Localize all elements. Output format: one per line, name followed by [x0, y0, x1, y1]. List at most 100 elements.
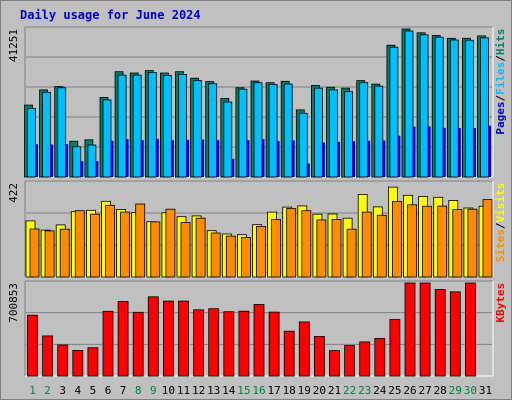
bar-pages-day-29 — [457, 128, 461, 177]
bar-kbytes-day-10 — [162, 300, 174, 377]
bar-pages-day-3 — [65, 144, 69, 177]
y-max-label: 422 — [7, 183, 20, 203]
day-label-14: 14 — [222, 384, 236, 397]
bar-pages-day-14 — [231, 158, 235, 177]
bar-sites-day-12 — [195, 217, 206, 278]
day-label-4: 4 — [74, 384, 81, 397]
bar-kbytes-day-7 — [117, 301, 129, 377]
bar-kbytes-day-2 — [42, 335, 53, 377]
day-label-8: 8 — [135, 384, 142, 397]
bar-sites-day-28 — [437, 205, 448, 278]
bar-files-day-1 — [27, 108, 36, 178]
bar-kbytes-day-28 — [434, 289, 446, 377]
bar-pages-day-16 — [261, 139, 265, 177]
day-label-20: 20 — [313, 384, 326, 397]
bar-pages-day-15 — [246, 140, 250, 177]
legend-pages: Pages — [494, 101, 507, 134]
bar-kbytes-day-26 — [404, 282, 416, 377]
bar-kbytes-day-5 — [87, 347, 99, 377]
day-label-6: 6 — [105, 384, 112, 397]
bar-kbytes-day-17 — [268, 311, 280, 377]
bar-kbytes-day-15 — [238, 310, 250, 377]
day-label-28: 28 — [434, 384, 447, 397]
bar-kbytes-day-11 — [178, 300, 189, 377]
legend-separator: / — [494, 55, 507, 62]
bar-pages-day-17 — [276, 141, 280, 177]
bar-kbytes-day-20 — [313, 335, 325, 377]
day-label-1: 1 — [29, 384, 36, 397]
day-label-26: 26 — [403, 384, 416, 397]
bar-files-day-19 — [298, 112, 308, 178]
day-label-18: 18 — [283, 384, 296, 397]
bar-files-day-23 — [359, 82, 369, 178]
bar-sites-day-18 — [286, 207, 297, 278]
bar-pages-day-10 — [170, 140, 174, 177]
bar-files-day-12 — [193, 80, 203, 178]
bar-pages-day-26 — [412, 126, 416, 177]
legend-files: Files — [494, 62, 507, 95]
bar-sites-day-2 — [44, 230, 55, 278]
bar-kbytes-day-18 — [283, 330, 295, 377]
bar-kbytes-day-30 — [464, 282, 476, 377]
day-label-19: 19 — [298, 384, 311, 397]
bar-files-day-8 — [132, 74, 142, 178]
bar-kbytes-day-16 — [253, 304, 265, 377]
day-label-31: 31 — [479, 384, 492, 397]
bar-files-day-21 — [329, 89, 338, 178]
day-label-23: 23 — [358, 384, 371, 397]
bar-sites-day-8 — [135, 203, 146, 278]
legend-kbytes: KBytes — [494, 283, 507, 323]
bar-sites-day-3 — [59, 228, 70, 278]
bar-files-day-3 — [57, 87, 67, 178]
chart-title: Daily usage for June 2024 — [20, 8, 201, 22]
bar-sites-day-20 — [316, 219, 327, 278]
bar-sites-day-15 — [240, 236, 251, 278]
bar-files-day-11 — [178, 74, 187, 178]
bar-sites-day-1 — [29, 228, 40, 278]
bar-files-day-4 — [72, 146, 82, 178]
bar-files-day-10 — [162, 75, 172, 178]
bar-pages-day-20 — [321, 142, 325, 177]
legend-separator: / — [494, 222, 507, 229]
bar-files-day-5 — [87, 144, 97, 178]
day-label-24: 24 — [373, 384, 387, 397]
bar-kbytes-day-3 — [57, 344, 69, 377]
y-max-label: 41251 — [7, 29, 20, 62]
bar-sites-day-31 — [482, 199, 493, 278]
bar-pages-day-23 — [367, 140, 371, 177]
bar-pages-day-19 — [306, 163, 310, 177]
day-label-12: 12 — [192, 384, 205, 397]
bar-sites-day-9 — [150, 221, 161, 278]
bar-sites-day-11 — [180, 221, 191, 278]
legend-hits-files-pages: Pages/Files/Hits — [494, 29, 507, 135]
bar-pages-day-22 — [352, 141, 356, 177]
bar-pages-day-13 — [216, 140, 220, 177]
bar-kbytes-day-24 — [374, 338, 386, 377]
bar-pages-day-4 — [80, 161, 84, 177]
bar-pages-day-12 — [201, 139, 205, 177]
day-label-30: 30 — [464, 384, 477, 397]
bar-sites-day-5 — [90, 213, 100, 278]
bar-pages-day-28 — [442, 127, 446, 177]
panel-visits-sites: 422 Sites/Visits — [7, 180, 507, 278]
bar-kbytes-day-4 — [72, 349, 84, 377]
day-label-11: 11 — [177, 384, 190, 397]
bar-files-day-18 — [283, 83, 293, 178]
bar-sites-day-24 — [376, 214, 387, 278]
day-label-7: 7 — [120, 384, 127, 397]
day-label-25: 25 — [388, 384, 401, 397]
bar-kbytes-day-29 — [449, 291, 461, 377]
day-label-16: 16 — [252, 384, 265, 397]
bar-kbytes-day-6 — [102, 310, 114, 377]
bar-sites-day-13 — [210, 232, 221, 278]
bar-pages-day-31 — [488, 125, 491, 177]
bar-sites-day-29 — [452, 209, 463, 278]
bar-kbytes-day-12 — [193, 309, 205, 377]
bar-pages-day-18 — [291, 140, 295, 177]
bar-sites-day-30 — [467, 208, 478, 278]
bar-sites-day-7 — [120, 211, 130, 278]
bar-files-day-16 — [253, 82, 263, 178]
bar-files-day-30 — [464, 39, 474, 178]
